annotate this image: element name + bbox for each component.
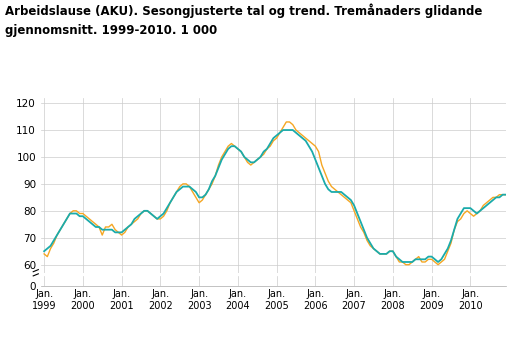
Text: gjennomsnitt. 1999-2010. 1 000: gjennomsnitt. 1999-2010. 1 000	[5, 24, 217, 37]
Text: Arbeidslause (AKU). Sesongjusterte tal og trend. Tremånaders glidande: Arbeidslause (AKU). Sesongjusterte tal o…	[5, 3, 482, 18]
